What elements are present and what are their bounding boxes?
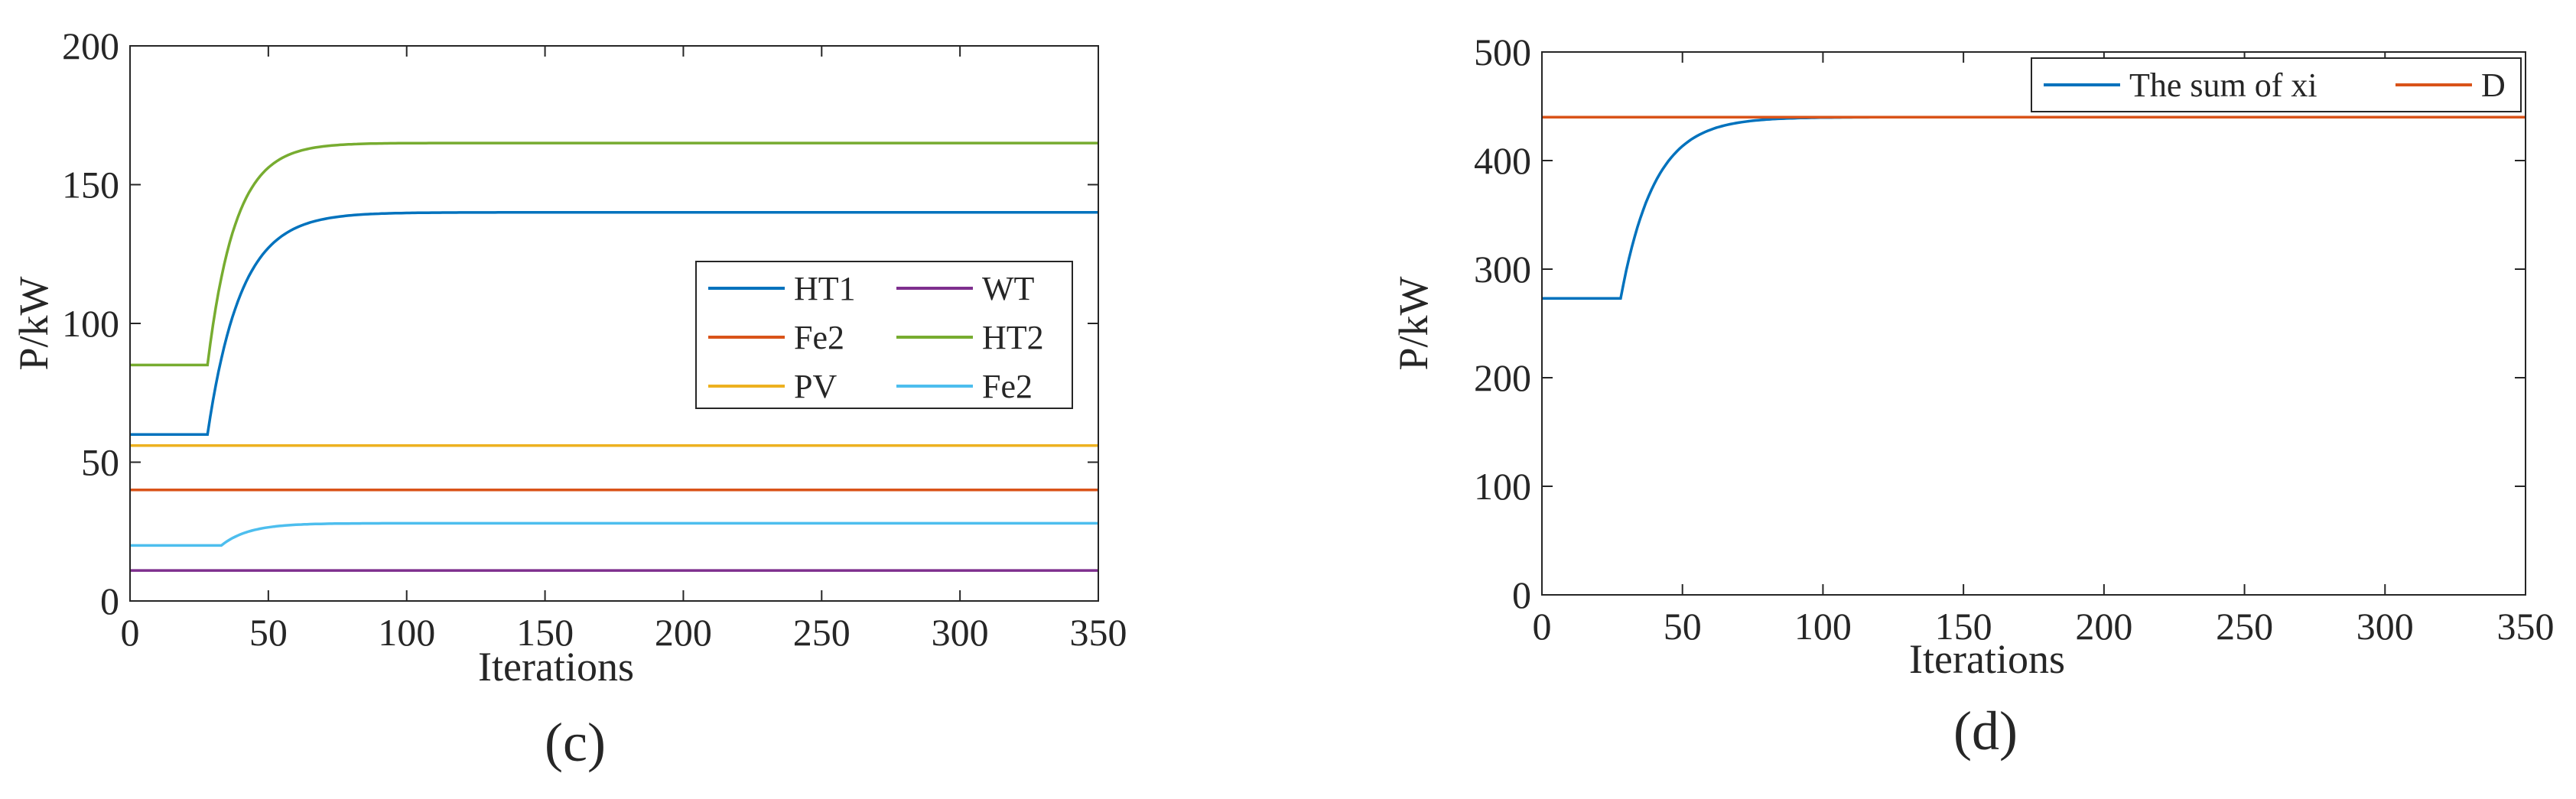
chart-d-x-tick-label: 350: [2497, 605, 2555, 648]
chart-c-x-tick-label: 100: [378, 611, 435, 654]
chart-c-x-tick-label: 200: [655, 611, 712, 654]
chart-c-legend-label-2: PV: [794, 368, 837, 405]
chart-c-y-tick-label: 200: [62, 24, 119, 67]
chart-c-x-tick-label: 250: [793, 611, 851, 654]
chart-d-y-tick-label: 500: [1474, 31, 1531, 73]
chart-c-x-tick-label: 0: [121, 611, 140, 654]
chart-d-x-tick-label: 0: [1533, 605, 1552, 648]
chart-c-y-tick-label: 100: [62, 302, 119, 345]
chart-panel-d: 0 50 100 150 200 250 300 350 0 100 200 300 400 500 It…: [1390, 31, 2555, 762]
chart-d-axes-box: [1541, 51, 2526, 596]
chart-d-y-axis-label: P/kW: [1390, 276, 1436, 370]
panel-label-c: (c): [545, 712, 606, 773]
chart-c-y-tick-label: 0: [100, 580, 119, 622]
chart-d-legend-label-1: D: [2481, 67, 2506, 104]
chart-d-series-line-0: [1542, 115, 2526, 300]
chart-c-x-tick-label: 350: [1070, 611, 1127, 654]
chart-d-x-tick-label: 250: [2216, 605, 2273, 648]
chart-d-ticks: 0 50 100 150 200 250 300 350 0 100 200 300 400 500: [1474, 31, 2555, 648]
chart-c-legend-label-0: HT1: [794, 270, 856, 307]
chart-d-x-tick-label: 150: [1935, 605, 1992, 648]
chart-d-y-tick-label: 200: [1474, 356, 1531, 399]
chart-d-legend: The sum of xi D: [2031, 57, 2522, 112]
panel-label-d: (d): [1953, 700, 2018, 762]
chart-d-x-tick-label: 200: [2075, 605, 2132, 648]
chart-d-x-tick-label: 50: [1664, 605, 1702, 648]
chart-c-x-tick-label: 50: [249, 611, 288, 654]
chart-d-y-tick-label: 0: [1512, 573, 1531, 616]
chart-c-series-line-4: [130, 141, 1098, 367]
chart-c-y-tick-label: 150: [62, 164, 119, 206]
chart-d-x-axis-label: Iterations: [1909, 636, 2065, 682]
chart-d-legend-label-0: The sum of xi: [2129, 67, 2317, 104]
chart-c-y-tick-label: 50: [81, 441, 119, 484]
chart-c-legend-label-5: Fe2: [982, 368, 1033, 405]
chart-c-x-tick-label: 150: [516, 611, 574, 654]
chart-c-x-tick-label: 300: [932, 611, 989, 654]
chart-d-y-tick-label: 100: [1474, 465, 1531, 508]
chart-c-x-axis-label: Iterations: [478, 644, 634, 690]
chart-c-legend-label-3: WT: [982, 270, 1035, 307]
chart-c-series-line-0: [130, 211, 1098, 436]
chart-c-series-line-5: [130, 521, 1098, 547]
chart-d-x-tick-label: 100: [1794, 605, 1852, 648]
chart-panel-c: 0 50 100 150 200 250 300 350 0 50 100 150 200 Iterat…: [11, 24, 1127, 773]
chart-c-legend-label-1: Fe2: [794, 319, 844, 356]
chart-d-x-tick-label: 300: [2356, 605, 2414, 648]
chart-c-series-layer: [130, 141, 1098, 572]
chart-d-series-layer: [1542, 115, 2526, 300]
chart-c-legend-label-4: HT2: [982, 319, 1044, 356]
chart-c-legend: HT1 Fe2 PV WT HT2 Fe2: [695, 261, 1073, 409]
chart-d-y-tick-label: 400: [1474, 139, 1531, 182]
chart-c-ticks: 0 50 100 150 200 250 300 350 0 50 100 150 200: [62, 24, 1127, 654]
chart-c-y-axis-label: P/kW: [11, 276, 57, 370]
chart-c-legend-box: [695, 261, 1073, 409]
chart-d-y-tick-label: 300: [1474, 248, 1531, 291]
